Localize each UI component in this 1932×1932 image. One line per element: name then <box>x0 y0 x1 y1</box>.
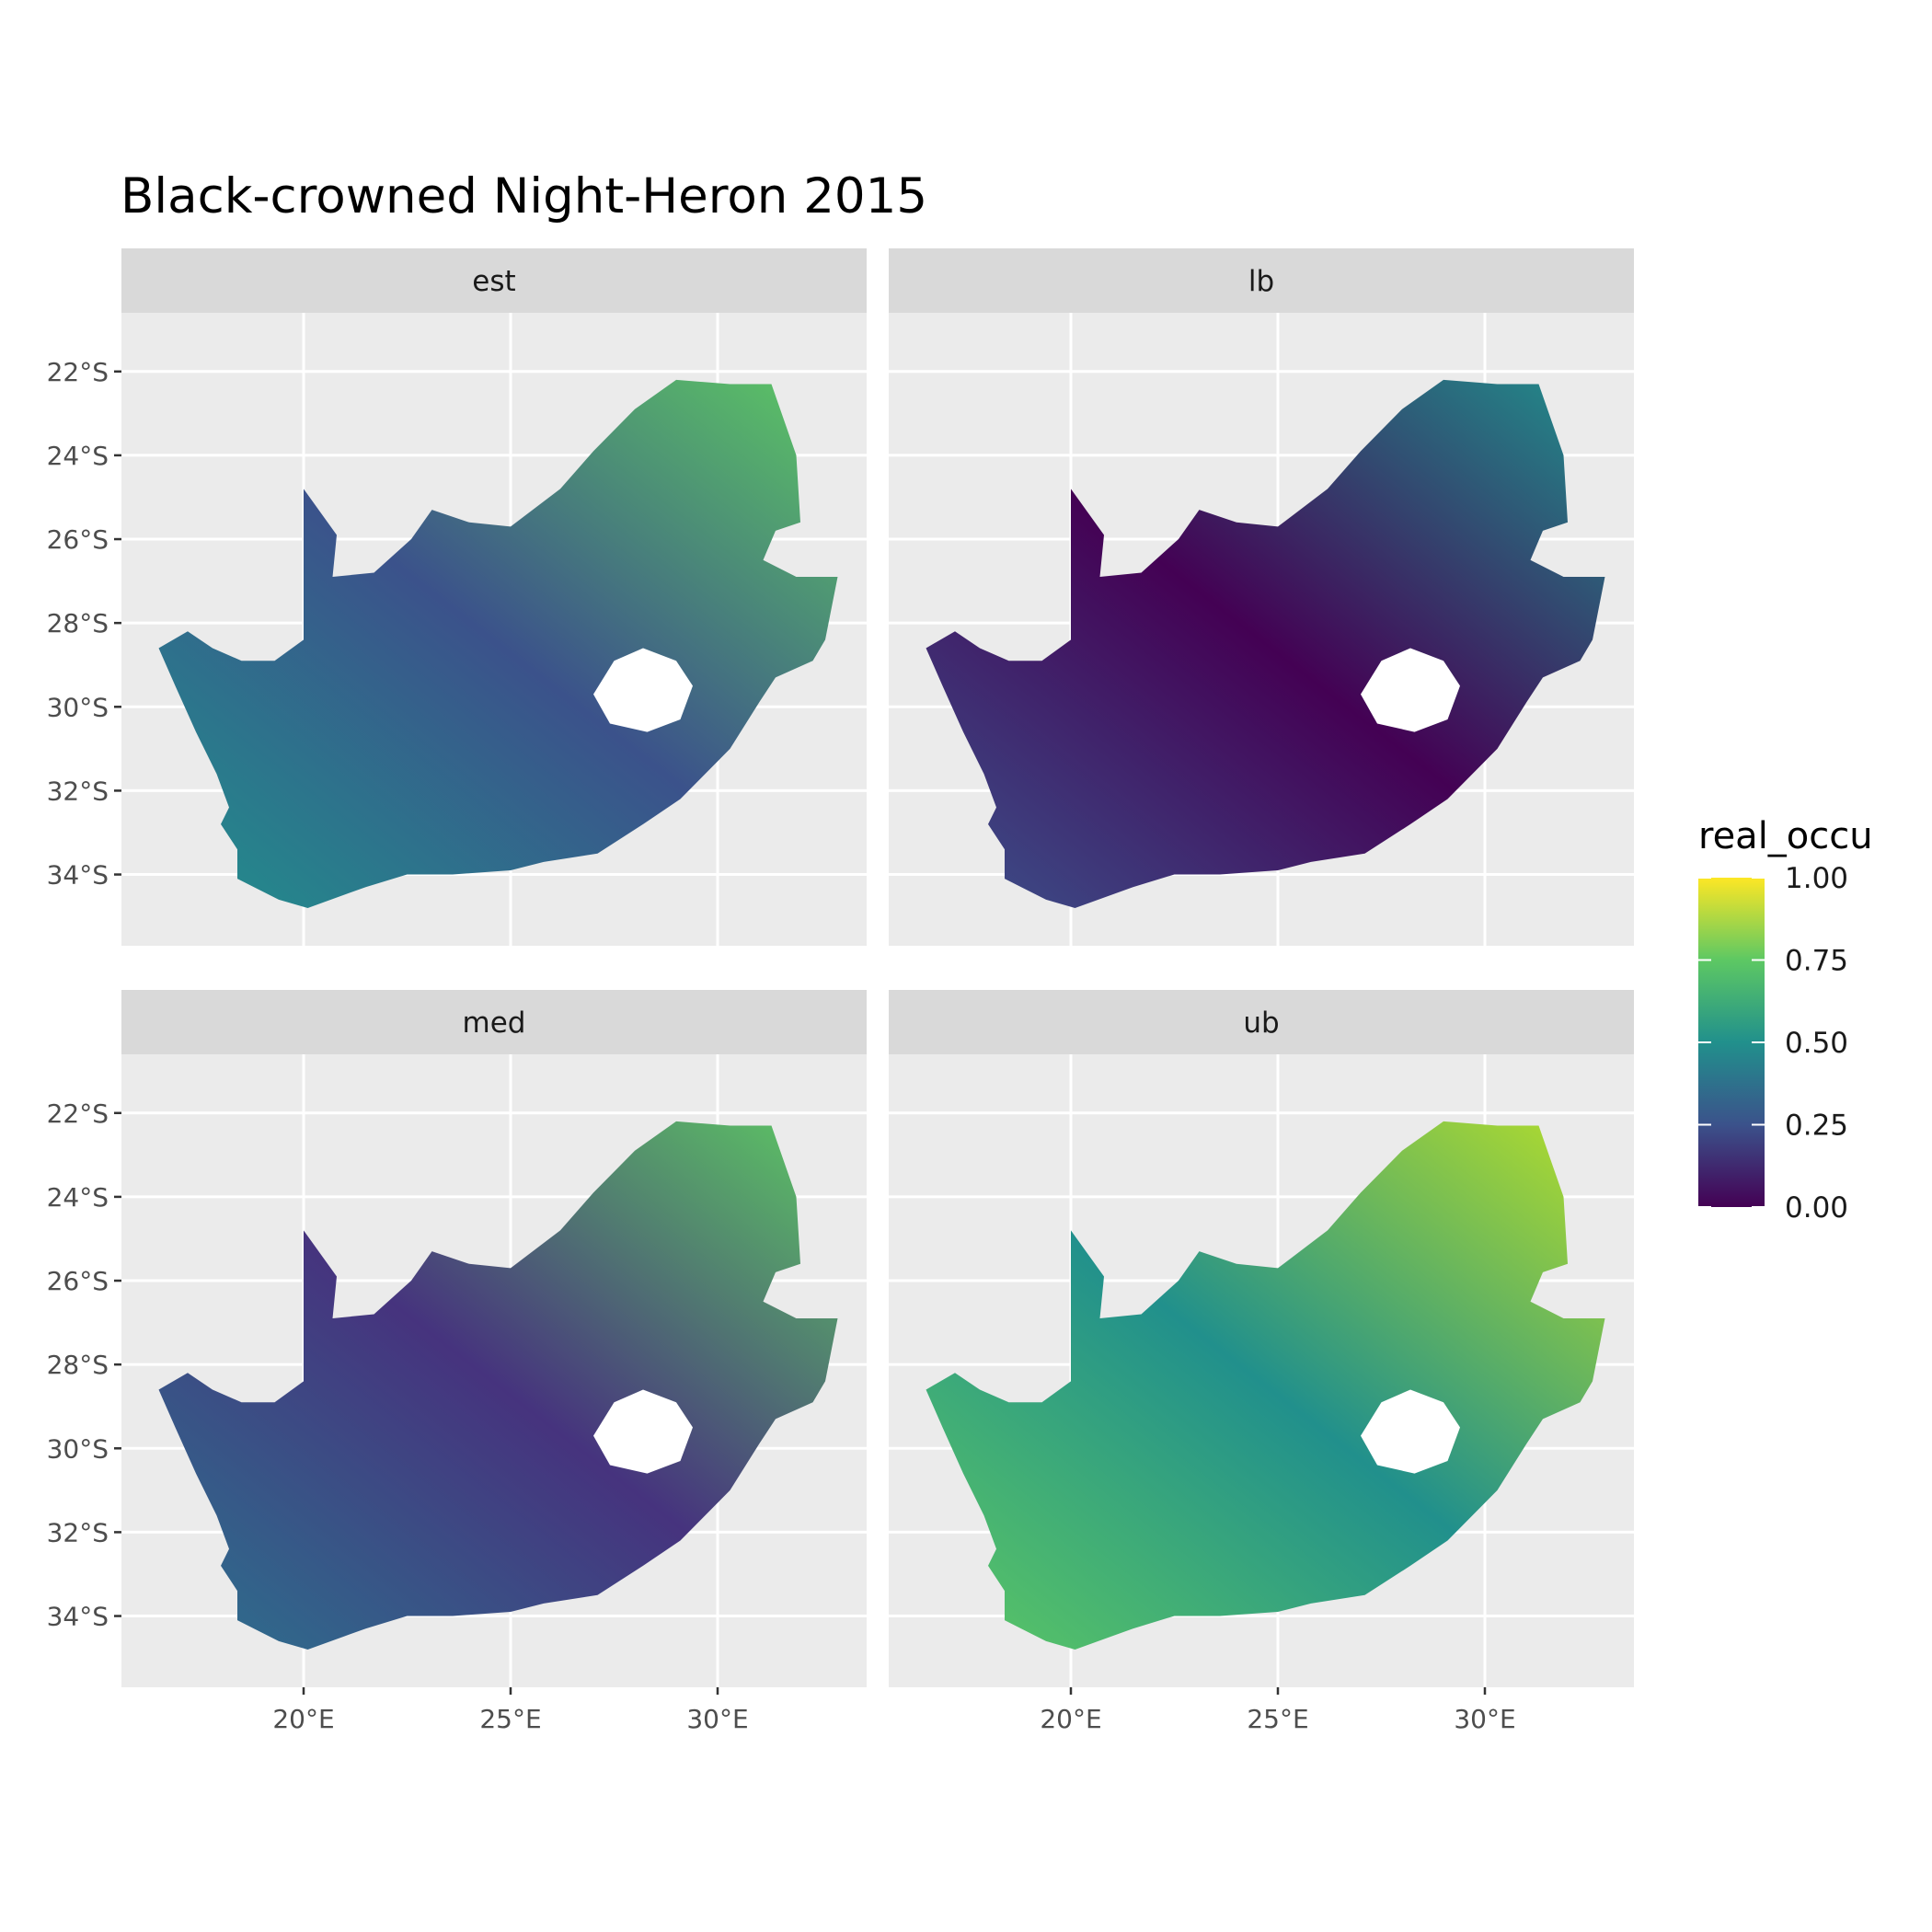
y-tick-label: 28°S <box>47 608 109 638</box>
x-tick-label: 20°E <box>272 1704 334 1734</box>
x-tick-label: 30°E <box>1454 1704 1515 1734</box>
y-tick-label: 34°S <box>47 1602 109 1632</box>
y-tick-label: 24°S <box>47 441 109 471</box>
facet-strip-label: ub <box>1243 1006 1279 1040</box>
y-tick-label: 34°S <box>47 860 109 891</box>
facet-strip-label: med <box>463 1006 526 1040</box>
facet-strip-label: est <box>472 265 515 298</box>
x-tick-label: 25°E <box>1247 1704 1308 1734</box>
y-tick-label: 24°S <box>47 1182 109 1213</box>
legend-tick-label: 0.50 <box>1785 1027 1848 1060</box>
y-tick-label: 26°S <box>47 1266 109 1296</box>
y-tick-label: 26°S <box>47 524 109 555</box>
lesotho-gap <box>1361 1389 1460 1474</box>
legend-tick-label: 0.75 <box>1785 945 1848 978</box>
facet-panel-med: med 22°S 24°S 26°S 28°S 30°S 32°S 34°S 20°E 25°E 3… <box>47 990 867 1734</box>
facet-strip <box>121 990 867 1054</box>
legend-title: real_occu <box>1698 815 1873 857</box>
y-tick-label: 22°S <box>47 1098 109 1129</box>
facet-strip <box>889 248 1634 313</box>
lesotho-gap <box>1361 648 1460 732</box>
occupancy-map-lb <box>926 379 1605 908</box>
facet-panel-ub: ub 20°E 25°E 30°E <box>889 990 1634 1734</box>
facet-panel-est: est 22°S 24°S 26°S 28°S 30°S 32°S 34°S <box>47 248 867 946</box>
lesotho-gap <box>593 1389 693 1474</box>
legend-tick-label: 0.00 <box>1785 1191 1848 1225</box>
y-tick-label: 32°S <box>47 1517 109 1547</box>
occupancy-map-est <box>158 379 838 908</box>
occupancy-map-med <box>158 1121 838 1650</box>
y-tick-label: 22°S <box>47 357 109 387</box>
facet-strip <box>121 248 867 313</box>
x-tick-label: 25°E <box>479 1704 541 1734</box>
x-tick-label: 30°E <box>686 1704 748 1734</box>
x-tick-label: 20°E <box>1040 1704 1101 1734</box>
facet-panel-lb: lb <box>889 248 1634 946</box>
y-tick-label: 28°S <box>47 1350 109 1380</box>
y-tick-label: 30°S <box>47 692 109 722</box>
legend-tick-label: 0.25 <box>1785 1110 1848 1143</box>
legend-tick-label: 1.00 <box>1785 862 1848 895</box>
y-tick-label: 32°S <box>47 776 109 806</box>
occupancy-map-ub <box>926 1121 1605 1650</box>
y-tick-label: 30°S <box>47 1433 109 1464</box>
facet-strip <box>889 990 1634 1054</box>
figure-title: Black-crowned Night-Heron 2015 <box>121 168 928 224</box>
legend: real_occu 1.00 0.75 0.50 0.25 0.00 <box>1698 815 1873 1225</box>
lesotho-gap <box>593 648 693 732</box>
facet-strip-label: lb <box>1248 265 1274 298</box>
